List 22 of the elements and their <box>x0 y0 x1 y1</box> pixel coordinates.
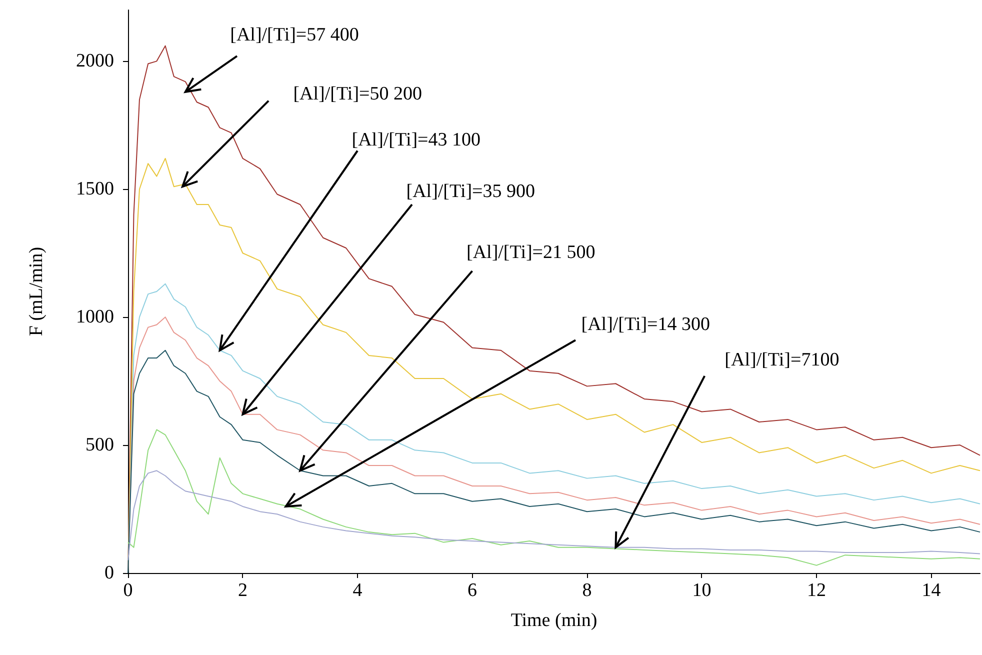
x-tick-label: 4 <box>352 580 363 601</box>
x-tick-label: 2 <box>238 580 248 601</box>
x-axis-title: Time (min) <box>510 610 598 631</box>
x-tick-label: 14 <box>922 580 942 601</box>
annotation: [Al]/[Ti]=43 100 <box>352 130 481 151</box>
x-tick-label: 8 <box>582 580 592 601</box>
x-tick-label: 12 <box>806 580 826 601</box>
y-tick-label: 0 <box>104 562 114 584</box>
y-tick-label: 1000 <box>76 306 114 328</box>
y-tick-label: 500 <box>86 434 114 456</box>
annotation: [Al]/[Ti]=14 300 <box>581 314 710 335</box>
y-tick-label: 2000 <box>76 50 114 72</box>
annotation: [Al]/[Ti]=7100 <box>724 350 840 371</box>
x-tick-label: 6 <box>467 580 477 601</box>
annotation: [Al]/[Ti]=35 900 <box>406 180 536 202</box>
annotation: [Al]/[Ti]=57 400 <box>230 24 359 46</box>
y-axis-title: F (mL/min) <box>26 246 47 336</box>
annotation: [Al]/[Ti]=50 200 <box>293 84 422 105</box>
x-tick-label: 10 <box>692 580 712 601</box>
y-tick-label: 1500 <box>76 178 114 200</box>
annotation: [Al]/[Ti]=21 500 <box>466 242 596 264</box>
x-tick-label: 0 <box>123 580 133 601</box>
